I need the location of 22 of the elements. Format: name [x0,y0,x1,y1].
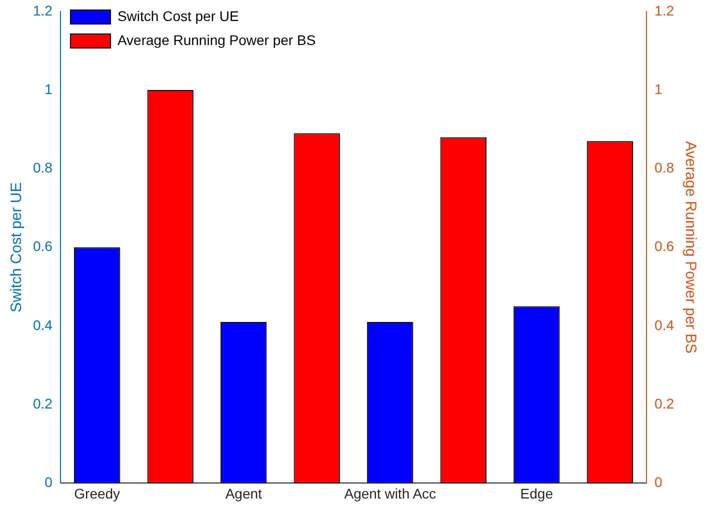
y2-tick-label: 0.4 [654,316,674,333]
x-tick-label: Agent with Acc [344,485,436,502]
y-tick-label: 1.2 [32,2,53,18]
y2-tick-label: 1 [654,80,663,97]
y-tick-label: 0.4 [32,316,53,333]
legend-label: Switch Cost per UE [117,8,239,24]
x-tick-label: Agent [225,485,262,502]
y2-tick-label: 0.6 [654,238,674,254]
x-tick-label: Greedy [74,485,120,502]
y2-tick-label: 1.2 [654,2,674,18]
y-axis-title: Switch Cost per UE [8,182,26,312]
y2-tick-label: 0.2 [654,395,674,412]
y2-tick-label: 0 [654,474,663,490]
y-tick-label: 0.6 [32,238,53,254]
y-tick-label: 1 [44,80,53,97]
y2-axis-title: Average Running Power per BS [682,141,699,354]
legend-label: Average Running Power per BS [117,32,316,48]
y-tick-label: 0 [44,474,53,490]
y-tick-label: 0.2 [32,395,53,412]
x-tick-label: Edge [520,485,554,502]
y2-tick-label: 0.8 [654,160,674,176]
y-tick-label: 0.8 [32,160,53,176]
